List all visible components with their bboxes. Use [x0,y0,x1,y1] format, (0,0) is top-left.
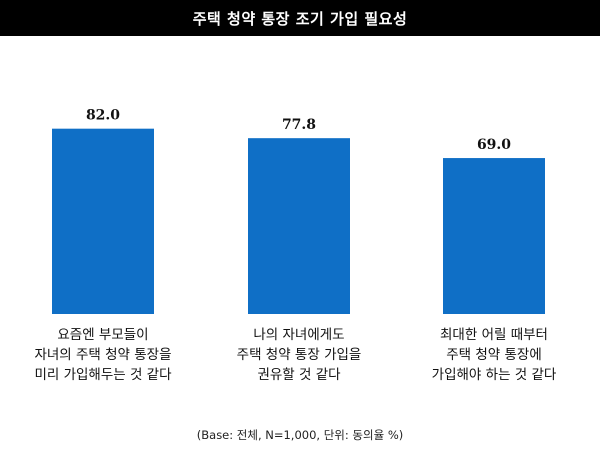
chart-title: 주택 청약 통장 조기 가입 필요성 [0,0,600,36]
bar-1 [52,128,154,314]
value-label-1: 82.0 [86,108,120,124]
category-label-2: 나의 자녀에게도 주택 청약 통장 가입을 권유할 것 같다 [236,327,362,383]
value-label-3: 69.0 [477,137,511,153]
category-label-3: 최대한 어릴 때부터 주택 청약 통장에 가입해야 하는 것 같다 [431,327,557,383]
footnote: (Base: 전체, N=1,000, 단위: 동의율 %) [196,428,404,442]
bar-chart: 82.0 77.8 69.0 [52,108,545,314]
bar-3 [443,158,545,314]
bar-2 [248,138,350,314]
value-label-2: 77.8 [282,117,316,133]
category-label-1: 요즘엔 부모들이 자녀의 주택 청약 통장을 미리 가입해두는 것 같다 [34,327,172,383]
